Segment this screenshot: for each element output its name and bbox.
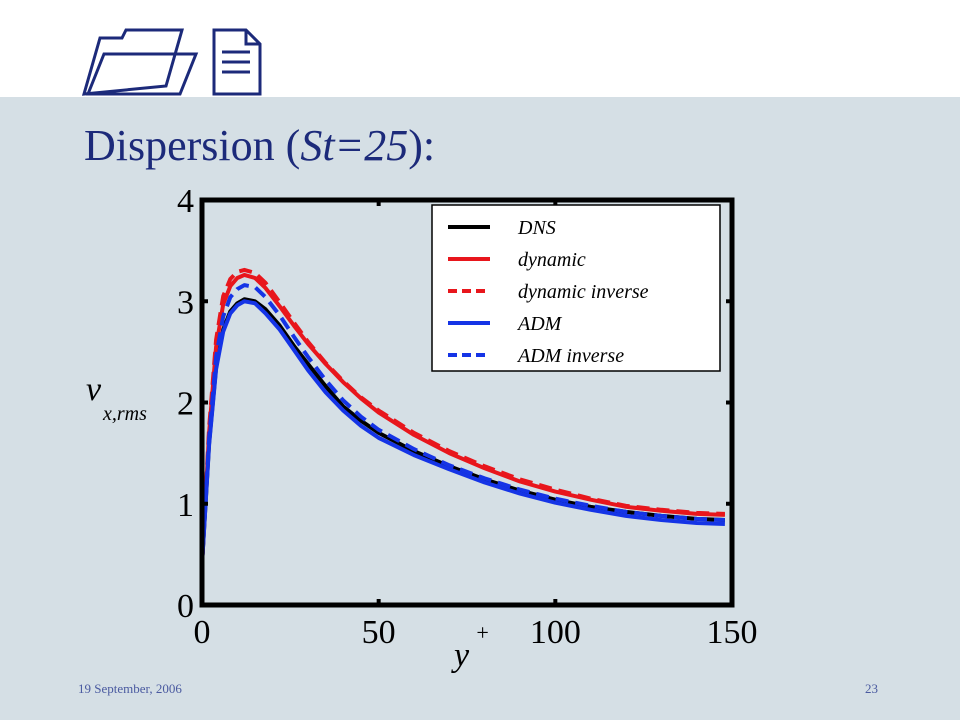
series-line-dynamic-inverse (200, 267, 725, 565)
series-line-adm (200, 299, 725, 565)
x-tick-label: 0 (194, 614, 211, 651)
x-tick-label: 150 (707, 614, 758, 651)
legend-box (431, 204, 721, 372)
page-number: 23 (865, 681, 878, 696)
tick-layer: 0 50 100 150 0 1 2 3 4 (177, 183, 758, 651)
x-axis-label-main: y (451, 637, 470, 674)
legend-label: dynamic inverse (518, 281, 649, 303)
legend-label: dynamic (518, 249, 586, 271)
folder-icon (81, 28, 199, 96)
legend: DNS dynamic dynamic inverse ADM ADM inverse (431, 204, 721, 372)
series-line-adm-inverse (200, 283, 725, 565)
legend-label: ADM inverse (516, 345, 624, 367)
x-axis-label-sup: + (475, 620, 490, 645)
y-tick-label: 4 (177, 183, 194, 220)
y-tick-label: 1 (177, 487, 194, 524)
legend-label: DNS (517, 217, 556, 239)
x-axis-label: y + (451, 620, 490, 674)
y-axis-label-sub: x,rms (102, 403, 147, 425)
legend-label: ADM (516, 313, 563, 335)
x-tick-label: 50 (362, 614, 396, 651)
slide-decoration (81, 28, 262, 96)
y-tick-label: 0 (177, 588, 194, 625)
footer-date: 19 September, 2006 (78, 681, 182, 696)
x-tick-label: 100 (530, 614, 581, 651)
y-tick-label: 3 (177, 284, 194, 321)
y-axis-label: v x,rms (86, 371, 147, 425)
slide-title: Dispersion (St=25): (84, 121, 436, 170)
document-icon (212, 28, 262, 96)
series-layer (200, 267, 725, 565)
y-axis-label-main: v (86, 371, 102, 408)
y-tick-label: 2 (177, 386, 194, 423)
